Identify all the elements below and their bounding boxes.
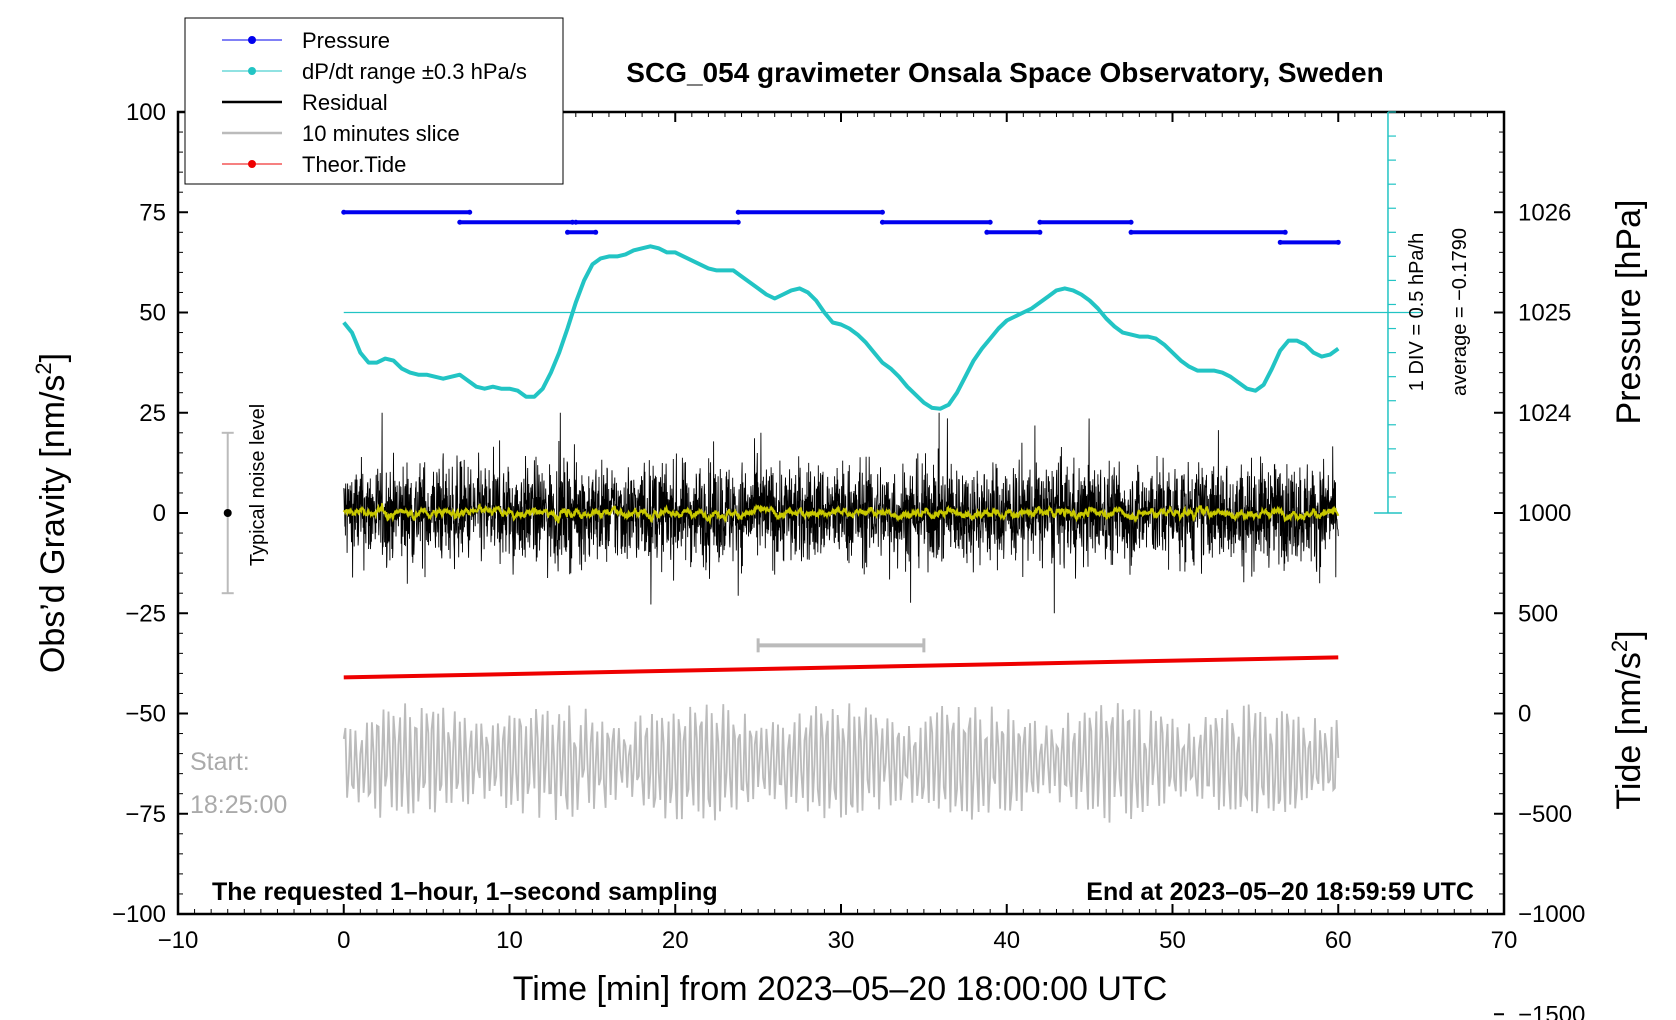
pressure-step-dot bbox=[1335, 239, 1341, 245]
x-tick-label: 10 bbox=[496, 927, 523, 954]
text-layer: −10 0 10 20 30 40 50 60 701007550250−25−50−75−10… bbox=[112, 99, 1585, 1020]
pressure-tick-label: 1025 bbox=[1518, 300, 1571, 327]
noise-level-label-group: Typical noise level bbox=[247, 404, 269, 566]
scale-div-label: 1 DIV = 0.5 hPa/h bbox=[1406, 233, 1428, 391]
y-axis-title-left-close: ] bbox=[34, 353, 72, 362]
tide-tick-label: 0 bbox=[1518, 701, 1531, 728]
x-tick-label: 20 bbox=[662, 927, 689, 954]
noise-level-dot bbox=[223, 509, 232, 517]
x-tick-label: 30 bbox=[828, 927, 855, 954]
pressure-step-dot bbox=[1282, 229, 1288, 235]
start-time: 18:25:00 bbox=[190, 791, 287, 819]
y-tick-label: 0 bbox=[153, 500, 166, 527]
y-tick-label: 75 bbox=[139, 199, 166, 226]
legend: Pressure dP/dt range ±0.3 hPa/s Residual 10… bbox=[184, 17, 564, 185]
pressure-step-dot bbox=[457, 219, 463, 225]
y-axis-title-left-sup: 2 bbox=[31, 362, 56, 374]
legend-label-slice: 10 minutes slice bbox=[302, 121, 460, 146]
chart-title: SCG_054 gravimeter Onsala Space Observat… bbox=[626, 57, 1383, 88]
start-label: Start: bbox=[190, 748, 250, 776]
dpdt-curve bbox=[342, 244, 1340, 411]
legend-dot-tide bbox=[248, 160, 256, 168]
legend-label-tide: Theor.Tide bbox=[302, 152, 406, 177]
legend-label-pressure: Pressure bbox=[302, 28, 390, 53]
y-tick-label: −100 bbox=[112, 901, 166, 928]
legend-label-residual: Residual bbox=[302, 90, 388, 115]
x-tick-label: 70 bbox=[1491, 927, 1518, 954]
y-axis-title-tide: Tide [nm/s2] bbox=[1607, 630, 1648, 809]
tide-axis-title-sup: 2 bbox=[1607, 640, 1632, 652]
tide-axis-title-close: ] bbox=[1610, 630, 1648, 639]
pressure-step-dot bbox=[593, 229, 599, 235]
pressure-step-dot bbox=[1037, 229, 1043, 235]
y-tick-label: −75 bbox=[125, 801, 166, 828]
x-tick-label: 40 bbox=[993, 927, 1020, 954]
tide-tick-label: −1000 bbox=[1518, 901, 1585, 928]
pressure-step-dot bbox=[879, 209, 885, 215]
pressure-step-dot bbox=[735, 209, 741, 215]
pressure-step-dot bbox=[879, 219, 885, 225]
pressure-step-dot bbox=[1128, 229, 1134, 235]
legend-label-dpdt: dP/dt range ±0.3 hPa/s bbox=[302, 59, 527, 84]
pressure-step-dot bbox=[1128, 219, 1134, 225]
y-tick-label: 25 bbox=[139, 400, 166, 427]
x-tick-label: −10 bbox=[158, 927, 199, 954]
pressure-step-dot bbox=[987, 219, 993, 225]
legend-items: Pressure dP/dt range ±0.3 hPa/s Residual 10… bbox=[222, 28, 527, 177]
scale-avg-label: average = −0.1790 bbox=[1449, 228, 1471, 396]
tide-axis-title-text: Tide [nm/s bbox=[1610, 652, 1648, 809]
noise-level-label: Typical noise level bbox=[247, 404, 269, 566]
pressure-tick-label: 1026 bbox=[1518, 199, 1571, 226]
svg-text:Tide [nm/s2]: Tide [nm/s2] bbox=[1607, 630, 1648, 809]
legend-dot-dpdt bbox=[248, 67, 256, 75]
tide-line bbox=[343, 655, 1339, 680]
pressure-step-dot bbox=[735, 219, 741, 225]
pressure-step-dot bbox=[984, 229, 990, 235]
svg-text:Obs’d Gravity [nm/s2]: Obs’d Gravity [nm/s2] bbox=[31, 353, 72, 673]
residual-smoothed bbox=[342, 503, 1340, 526]
y-tick-label: −50 bbox=[125, 701, 166, 728]
data-layer bbox=[221, 111, 1422, 823]
pressure-tick-label: 1024 bbox=[1518, 400, 1571, 427]
x-axis-title: Time [min] from 2023–05–20 18:00:00 UTC bbox=[513, 970, 1168, 1008]
slice-trace bbox=[342, 703, 1340, 823]
scale-div-label-group: 1 DIV = 0.5 hPa/h bbox=[1406, 233, 1428, 391]
x-tick-label: 50 bbox=[1159, 927, 1186, 954]
pressure-step-dot bbox=[467, 209, 473, 215]
pressure-step-dot bbox=[573, 219, 579, 225]
tide-tick-label: −1500 bbox=[1518, 1001, 1585, 1020]
pressure-axis-title: Pressure [hPa] bbox=[1610, 200, 1648, 425]
pressure-step-dot bbox=[565, 229, 571, 235]
y-axis-title-left: Obs’d Gravity [nm/s2] bbox=[31, 353, 72, 673]
sampling-note: The requested 1–hour, 1–second sampling bbox=[212, 878, 718, 906]
y-tick-label: −25 bbox=[125, 600, 166, 627]
tide-tick-label: 1000 bbox=[1518, 500, 1571, 527]
legend-dot-pressure bbox=[248, 36, 256, 44]
y-axis-title-left-text: Obs’d Gravity [nm/s bbox=[34, 375, 72, 674]
pressure-step-dot bbox=[341, 209, 347, 215]
y-tick-label: 100 bbox=[126, 99, 166, 126]
x-tick-label: 0 bbox=[337, 927, 350, 954]
y-tick-label: 50 bbox=[139, 300, 166, 327]
residual-trace bbox=[343, 412, 1339, 614]
x-tick-label: 60 bbox=[1325, 927, 1352, 954]
pressure-step-dot bbox=[1277, 239, 1283, 245]
y-axis-title-pressure: Pressure [hPa] bbox=[1610, 200, 1648, 425]
end-time-note: End at 2023–05–20 18:59:59 UTC bbox=[1086, 878, 1474, 906]
tide-tick-label: −500 bbox=[1518, 801, 1572, 828]
scale-avg-label-group: average = −0.1790 bbox=[1449, 228, 1471, 396]
pressure-step-dot bbox=[1037, 219, 1043, 225]
tide-tick-label: 500 bbox=[1518, 600, 1558, 627]
